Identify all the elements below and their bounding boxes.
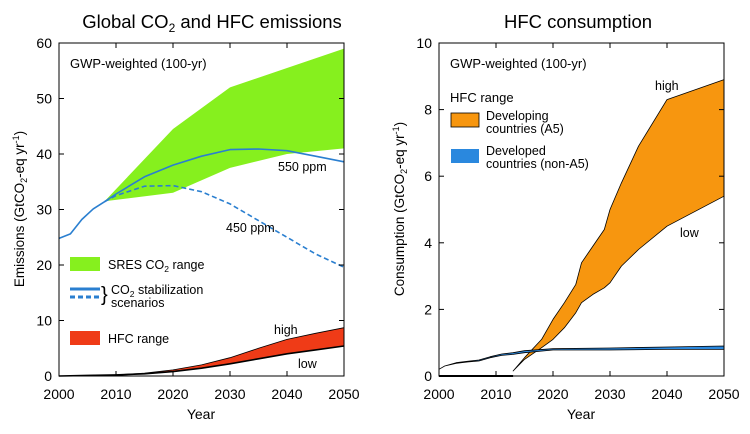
- legend-swatch-hfc: [70, 331, 100, 345]
- left-series-550-ppm-line: [58, 148, 345, 240]
- annotation-a5-high: high: [655, 79, 679, 93]
- annotation-a5-low: low: [680, 226, 700, 240]
- legend-sres: SRES CO2 range: [108, 258, 204, 274]
- right-ytick-label: 8: [424, 102, 432, 118]
- left-xlabel: Year: [187, 406, 216, 422]
- right-xtick-label: 2010: [480, 386, 511, 402]
- left-ytick-label: 30: [36, 202, 52, 218]
- left-series-sres-co2-range-band: [104, 48, 344, 202]
- left-xtick-label: 2030: [214, 386, 245, 402]
- left-ytick-label: 50: [36, 91, 52, 107]
- left-xtick-label: 2050: [328, 386, 359, 402]
- right-xtick-label: 2000: [423, 386, 454, 402]
- right-title: HFC consumption: [504, 11, 652, 32]
- left-ytick-label: 20: [36, 257, 52, 273]
- left-xtick-label: 2010: [100, 386, 131, 402]
- left-ytick-label: 40: [36, 146, 52, 162]
- left-ylabel: Emissions (GtCO2-eq yr-1): [11, 131, 29, 287]
- legend-non-a5-line2: countries (non-A5): [486, 157, 589, 171]
- right-ylabel: Consumption (GtCO2-eq yr-1): [391, 122, 409, 296]
- legend-a5-line1: Developing: [486, 109, 549, 123]
- right-ytick-label: 0: [424, 368, 432, 384]
- right-xtick-label: 2050: [708, 386, 739, 402]
- right-ytick-label: 4: [424, 235, 432, 251]
- left-xtick-label: 2000: [43, 386, 74, 402]
- left-title: Global CO2 and HFC emissions: [82, 11, 342, 35]
- legend-hfc: HFC range: [108, 332, 169, 346]
- right-xtick-label: 2020: [537, 386, 568, 402]
- right-subtitle: GWP-weighted (100-yr): [450, 56, 587, 71]
- right-plot-frame: [438, 42, 725, 377]
- left-ytick-label: 60: [36, 35, 52, 51]
- right-panel: HFC consumption 2000 2010 2020 2030 2040 2050…: [391, 11, 740, 422]
- legend-non-a5-line1: Developed: [486, 144, 546, 158]
- right-ytick-label: 10: [416, 35, 432, 51]
- annotation-550ppm: 550 ppm: [278, 160, 327, 174]
- left-plot-data: [58, 48, 345, 377]
- left-ytick-label: 0: [44, 368, 52, 384]
- legend-swatch-sres: [70, 257, 100, 271]
- annotation-hfc-high: high: [274, 323, 298, 337]
- right-xtick-label: 2040: [651, 386, 682, 402]
- legend-stabilization: CO2 stabilization: [111, 283, 203, 299]
- legend-brace: }: [101, 284, 108, 306]
- left-xtick-label: 2040: [271, 386, 302, 402]
- left-panel: Global CO2 and HFC emissions 2000 2010 202…: [11, 11, 360, 422]
- right-ytick-label: 6: [424, 168, 432, 184]
- legend-a5-line2: countries (A5): [486, 122, 564, 136]
- annotation-450ppm: 450 ppm: [226, 221, 275, 235]
- annotation-hfc-low: low: [298, 357, 318, 371]
- left-subtitle: GWP-weighted (100-yr): [70, 56, 207, 71]
- left-series-450-ppm-line: [104, 184, 345, 268]
- left-ytick-label: 10: [36, 313, 52, 329]
- right-series-developed-countries-non-a5-band: [438, 345, 725, 370]
- left-hfc-baseline: [58, 345, 345, 377]
- legend-swatch-a5: [450, 112, 480, 128]
- right-ticks: 2000 2010 2020 2030 2040 2050 0 2 4 6 8 10: [416, 35, 739, 402]
- right-ytick-label: 2: [424, 301, 432, 317]
- left-xtick-label: 2020: [157, 386, 188, 402]
- right-xtick-label: 2030: [594, 386, 625, 402]
- right-xlabel: Year: [567, 406, 596, 422]
- legend-swatch-non-a5: [451, 149, 479, 163]
- legend-scenarios: scenarios: [111, 296, 165, 310]
- legend-title-hfc-range: HFC range: [450, 90, 514, 105]
